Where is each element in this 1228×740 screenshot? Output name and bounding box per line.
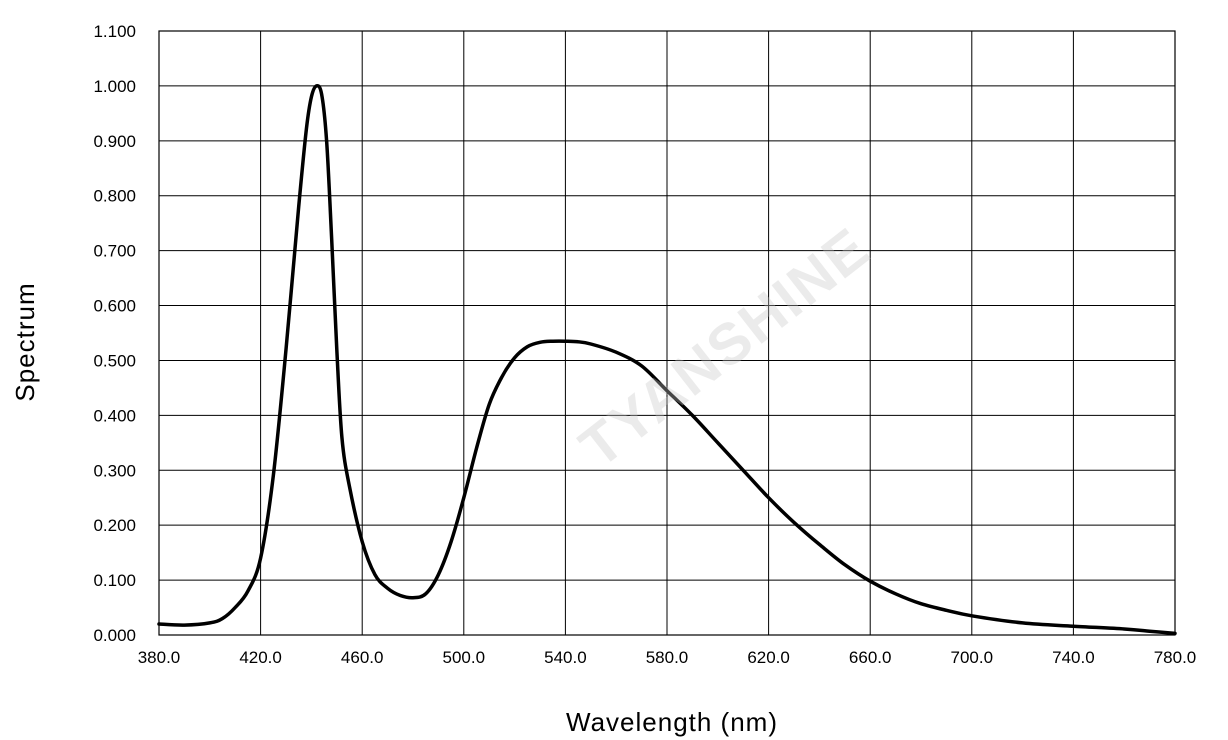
x-tick-label: 780.0 — [1154, 648, 1197, 667]
x-tick-label: 420.0 — [239, 648, 282, 667]
x-tick-label: 620.0 — [747, 648, 790, 667]
y-tick-label: 0.800 — [93, 187, 136, 206]
watermark-logo: TYANSHINE — [568, 215, 882, 480]
y-tick-label: 0.500 — [93, 351, 136, 370]
y-tick-label: 0.400 — [93, 406, 136, 425]
y-tick-label: 0.300 — [93, 461, 136, 480]
x-tick-label: 380.0 — [138, 648, 181, 667]
x-tick-label: 700.0 — [951, 648, 994, 667]
x-tick-label: 500.0 — [443, 648, 486, 667]
x-tick-labels: 380.0 420.0 460.0 500.0 540.0 580.0 620.0 660.0… — [138, 648, 1197, 667]
grid-lines — [158, 30, 1176, 636]
y-tick-label: 0.200 — [93, 516, 136, 535]
y-tick-label: 0.600 — [93, 297, 136, 316]
y-axis-title: Spectrum — [10, 282, 40, 401]
y-tick-label: 0.100 — [93, 571, 136, 590]
x-tick-label: 580.0 — [646, 648, 689, 667]
y-tick-label: 0.000 — [93, 626, 136, 645]
y-tick-labels: 0.000 0.100 0.200 0.300 0.400 0.500 0.600 0.700… — [93, 22, 136, 645]
plot-frame — [158, 30, 1176, 636]
y-tick-label: 1.000 — [93, 77, 136, 96]
series-layer — [157, 83, 1177, 636]
svg-text:TYANSHINE: TYANSHINE — [568, 215, 882, 480]
spectrum-series-line — [157, 83, 1177, 636]
x-axis-title: Wavelength (nm) — [566, 707, 778, 737]
y-tick-label: 0.900 — [93, 132, 136, 151]
y-tick-label: 0.700 — [93, 242, 136, 261]
x-tick-label: 460.0 — [341, 648, 384, 667]
y-tick-label: 1.100 — [93, 22, 136, 41]
x-tick-label: 540.0 — [544, 648, 587, 667]
x-tick-label: 660.0 — [849, 648, 892, 667]
x-tick-label: 740.0 — [1052, 648, 1095, 667]
